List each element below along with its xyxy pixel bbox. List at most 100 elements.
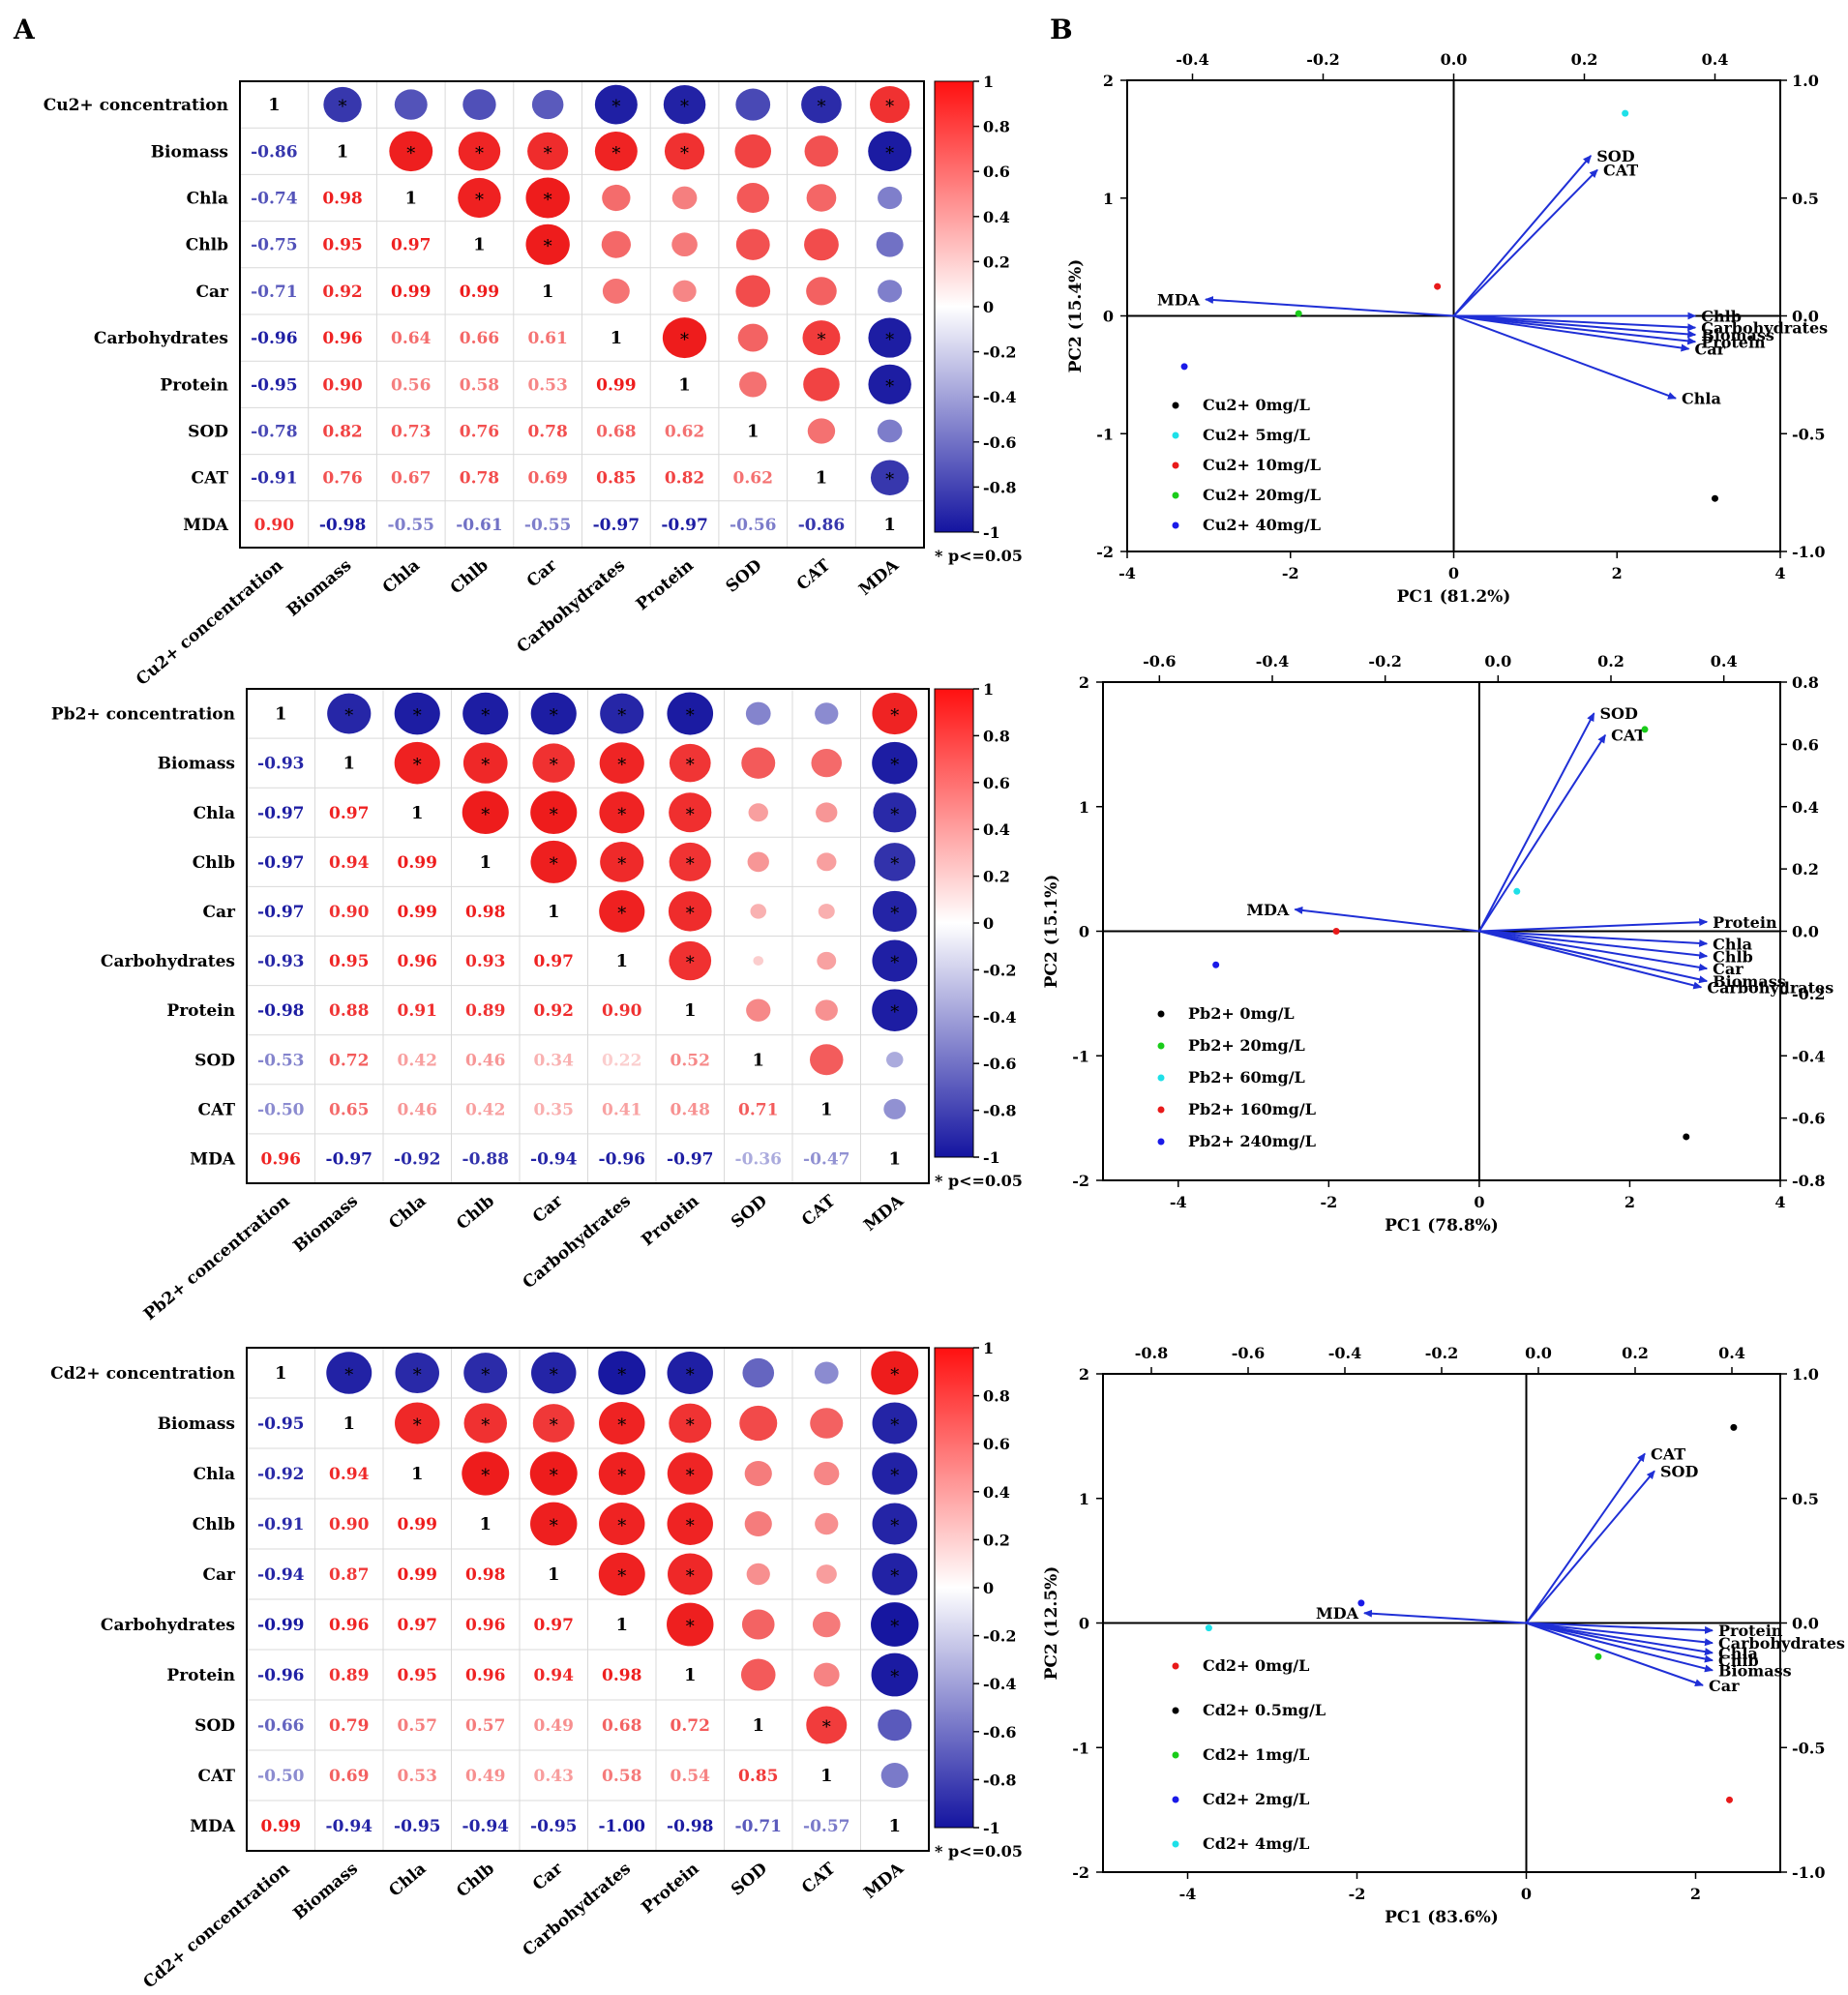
loading-label: Carbohydrates <box>1707 978 1833 997</box>
significance-star: * <box>617 706 626 727</box>
diagonal-label: 1 <box>411 803 424 823</box>
correlation-circle <box>880 1762 909 1789</box>
significance-star: * <box>550 1365 558 1385</box>
legend-label: Cu2+ 0mg/L <box>1203 396 1310 414</box>
top-tick-label: -0.4 <box>1176 50 1208 69</box>
diagonal-label: 1 <box>479 1514 492 1534</box>
correlation-value: 0.49 <box>465 1767 505 1786</box>
correlation-value: 0.56 <box>391 375 431 395</box>
correlation-value: 0.97 <box>534 1616 574 1635</box>
diagonal-label: 1 <box>268 95 281 115</box>
diagonal-label: 1 <box>479 852 492 873</box>
correlation-value: 0.97 <box>391 236 431 255</box>
row-label: Chlb <box>193 1515 235 1534</box>
colorbar-tick-label: 0.8 <box>983 1387 1010 1406</box>
significance-star: * <box>686 805 695 825</box>
loading-label: Chla <box>1682 390 1721 408</box>
correlation-circle <box>802 320 841 356</box>
legend-marker <box>1172 1707 1179 1714</box>
loading-label: CAT <box>1611 727 1646 745</box>
column-label: Car <box>523 555 561 592</box>
correlation-circle <box>599 1402 645 1444</box>
y-tick-label: -2 <box>1096 543 1114 561</box>
correlation-circle <box>600 693 644 734</box>
heatmap-frame <box>239 80 925 549</box>
row-label: Car <box>195 283 229 302</box>
correlation-value: -0.71 <box>735 1817 782 1836</box>
diagonal-label: 1 <box>888 1148 901 1169</box>
correlation-value: 0.76 <box>322 469 362 489</box>
significance-star: * <box>890 756 899 776</box>
correlation-circle <box>735 275 771 308</box>
loading-arrow <box>1525 1470 1655 1624</box>
right-tick-label: 0.8 <box>1792 673 1819 692</box>
diagonal-label: 1 <box>752 1050 764 1070</box>
loading-label: Car <box>1709 1677 1740 1695</box>
x-axis-title: PC1 (81.2%) <box>1397 587 1511 607</box>
row-label: Cu2+ concentration <box>44 96 228 115</box>
row-label: Cd2+ concentration <box>50 1364 235 1384</box>
row-label: CAT <box>192 469 229 489</box>
correlation-circle <box>804 135 839 167</box>
significance-star: * <box>686 756 695 776</box>
diagonal-label: 1 <box>542 282 554 302</box>
correlation-circle <box>744 1460 772 1487</box>
correlation-value: 0.96 <box>465 1616 505 1635</box>
correlation-value: -0.97 <box>667 1149 713 1169</box>
correlation-circle <box>462 692 509 735</box>
significance-star: * <box>686 1466 695 1486</box>
diagonal-label: 1 <box>684 1665 697 1685</box>
loading-label: Chlb <box>1713 947 1753 966</box>
legend-label: Pb2+ 240mg/L <box>1188 1132 1316 1150</box>
correlation-value: 0.82 <box>322 423 362 442</box>
correlation-circle <box>599 890 645 933</box>
pca-biplot-3: -4 -2 0 2 2 1 0 -1 -2 -0.8 -0.6 -0.4 -0.2 0.0 0.2 0.4 1.… <box>1042 1344 1845 1927</box>
score-point <box>1726 1796 1733 1803</box>
loading-arrow <box>1453 314 1690 352</box>
correlation-circle <box>872 692 918 735</box>
score-point <box>1641 726 1649 733</box>
right-tick-label: 1.0 <box>1792 72 1819 90</box>
significance-star: * <box>550 854 558 875</box>
correlation-circle <box>801 85 842 124</box>
diagonal-label: 1 <box>816 468 828 489</box>
correlation-value: 0.82 <box>665 469 704 489</box>
top-tick-label: 0.4 <box>1718 1344 1745 1362</box>
significance-star: * <box>611 143 620 164</box>
top-tick-label: 0.0 <box>1484 652 1511 670</box>
loading-label: SOD <box>1600 704 1638 723</box>
significance-star: * <box>817 97 825 117</box>
correlation-value: 0.99 <box>460 283 499 302</box>
correlation-circle <box>868 131 912 172</box>
right-tick-label: 0.0 <box>1792 308 1819 326</box>
colorbar-tick-label: -0.8 <box>983 1102 1016 1120</box>
significance-star: * <box>617 1516 626 1536</box>
correlation-circle <box>734 134 772 168</box>
correlation-circle <box>598 1552 645 1596</box>
significance-star: * <box>817 330 825 350</box>
correlation-circle <box>750 904 767 919</box>
correlation-value: -0.78 <box>251 423 297 442</box>
top-tick-label: 0.0 <box>1525 1344 1552 1362</box>
correlation-value: 0.97 <box>534 952 574 971</box>
top-tick-label: -0.4 <box>1256 652 1289 670</box>
correlation-circle <box>739 372 767 398</box>
correlation-circle <box>395 1402 440 1444</box>
correlation-circle <box>598 1351 646 1395</box>
row-label: Protein <box>166 1666 235 1685</box>
correlation-value: 0.22 <box>602 1051 641 1070</box>
correlation-value: 0.98 <box>465 1565 505 1585</box>
legend-marker <box>1172 1796 1179 1803</box>
right-tick-label: 0.4 <box>1792 798 1819 817</box>
loading-label: MDA <box>1246 901 1290 919</box>
correlation-value: 0.90 <box>254 516 295 535</box>
correlation-circle <box>870 86 910 124</box>
significance-star: * <box>885 330 894 350</box>
significance-star: * <box>550 1516 558 1536</box>
colorbar-tick-label: 1 <box>983 680 994 699</box>
correlation-circle <box>745 701 771 726</box>
correlation-circle <box>872 1503 917 1545</box>
score-point <box>1205 1624 1212 1632</box>
colorbar-tick-label: 0 <box>983 914 994 933</box>
correlation-heatmap-1: 1 * * * * * -0.86 1 * * * * * * -0.74 0.98 1 * * -0.75 0.95 0… <box>44 73 1023 690</box>
